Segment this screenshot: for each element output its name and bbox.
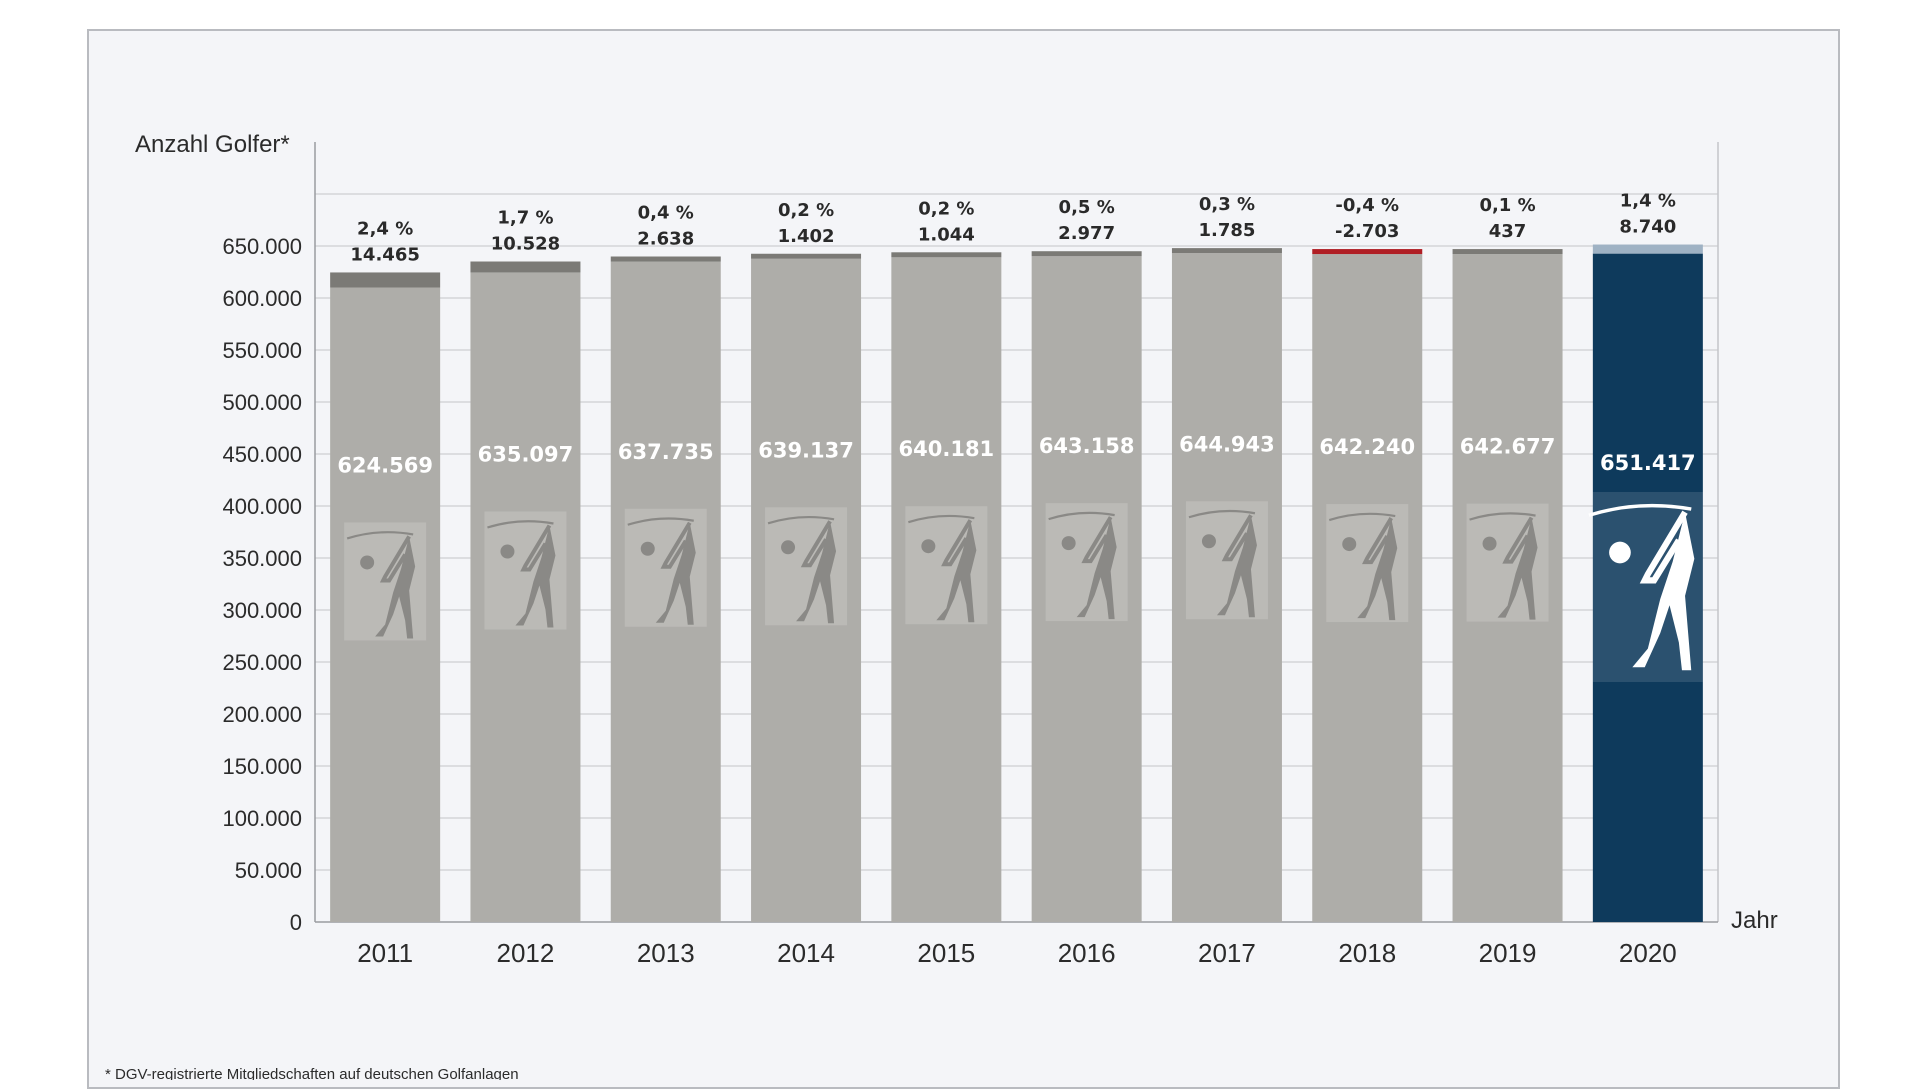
- y-tick-label: 200.000: [222, 702, 302, 727]
- x-tick-label: 2017: [1198, 938, 1256, 968]
- golfer-icon: [624, 508, 707, 627]
- golfer-icon: [1185, 501, 1268, 620]
- golfer-icon: [484, 511, 567, 630]
- bar-value-label: 624.569: [337, 453, 433, 477]
- change-value-label: 1.044: [918, 224, 975, 245]
- golfer-icon: [905, 506, 988, 625]
- bar-value-label: 642.240: [1319, 435, 1415, 459]
- x-tick-label: 2013: [637, 938, 695, 968]
- bar: [470, 272, 581, 922]
- y-tick-label: 550.000: [222, 338, 302, 363]
- bar: [891, 257, 1002, 923]
- y-tick-label: 250.000: [222, 650, 302, 675]
- x-tick-label: 2012: [497, 938, 555, 968]
- bar-value-label: 640.181: [899, 437, 995, 461]
- change-value-label: 1.402: [778, 226, 835, 247]
- bar-change-cap: [1171, 248, 1282, 254]
- bar-change-cap: [1031, 251, 1142, 257]
- x-tick-label: 2016: [1058, 938, 1116, 968]
- y-tick-label: 650.000: [222, 234, 302, 259]
- golfer-icon: [765, 507, 848, 626]
- percent-change-label: -0,4 %: [1335, 195, 1399, 216]
- percent-change-label: 0,2 %: [918, 198, 974, 219]
- bar-change-cap: [610, 256, 721, 262]
- y-tick-label: 50.000: [235, 858, 302, 883]
- bar: [1031, 256, 1142, 922]
- x-tick-label: 2014: [777, 938, 835, 968]
- percent-change-label: 1,4 %: [1620, 191, 1676, 212]
- bar: [751, 258, 862, 922]
- bar: [1312, 254, 1423, 922]
- percent-change-label: 1,7 %: [497, 207, 553, 228]
- y-tick-label: 300.000: [222, 598, 302, 623]
- footnote: * DGV-registrierte Mitgliedschaften auf …: [105, 1066, 519, 1080]
- change-value-label: 8.740: [1619, 217, 1676, 238]
- bar-value-label: 651.417: [1600, 451, 1696, 475]
- bar-value-label: 635.097: [478, 442, 574, 466]
- x-axis-title: Jahr: [1731, 907, 1778, 934]
- x-tick-label: 2018: [1338, 938, 1396, 968]
- change-value-label: 2.638: [637, 228, 694, 249]
- bar-value-label: 642.677: [1460, 435, 1556, 459]
- change-value-label: 1.785: [1198, 220, 1255, 241]
- bar: [1452, 254, 1563, 922]
- y-tick-label: 450.000: [222, 442, 302, 467]
- y-tick-label: 350.000: [222, 546, 302, 571]
- golfer-icon: [1466, 503, 1549, 622]
- golfer-icon: [1326, 504, 1409, 623]
- bar-change-cap: [1312, 249, 1423, 255]
- change-value-label: 437: [1489, 221, 1527, 242]
- percent-change-label: 0,1 %: [1479, 195, 1535, 216]
- bar-value-label: 639.137: [758, 438, 854, 462]
- bar-value-label: 643.158: [1039, 434, 1135, 458]
- change-value-label: 14.465: [350, 244, 419, 265]
- percent-change-label: 0,4 %: [638, 202, 694, 223]
- x-tick-label: 2011: [357, 938, 413, 968]
- x-tick-label: 2015: [917, 938, 975, 968]
- y-tick-label: 0: [290, 910, 302, 935]
- y-tick-label: 100.000: [222, 806, 302, 831]
- golfer-icon: [344, 522, 427, 641]
- y-tick-label: 600.000: [222, 286, 302, 311]
- percent-change-label: 0,2 %: [778, 200, 834, 221]
- bar-change-cap: [751, 253, 862, 259]
- percent-change-label: 2,4 %: [357, 218, 413, 239]
- bar-value-label: 644.943: [1179, 432, 1275, 456]
- x-tick-label: 2019: [1479, 938, 1537, 968]
- bar-change-cap: [1452, 249, 1563, 255]
- bar-change-cap: [1592, 244, 1703, 254]
- y-tick-label: 400.000: [222, 494, 302, 519]
- x-tick-label: 2020: [1619, 938, 1677, 968]
- change-value-label: 10.528: [491, 233, 560, 254]
- bar-change-cap: [330, 272, 441, 288]
- y-tick-label: 150.000: [222, 754, 302, 779]
- golfer-icon: [1045, 503, 1128, 622]
- change-value-label: 2.977: [1058, 223, 1115, 244]
- y-axis-title: Anzahl Golfer*: [135, 131, 290, 158]
- change-value-label: -2.703: [1335, 221, 1399, 242]
- bar: [330, 287, 441, 923]
- bar: [1171, 253, 1282, 923]
- bar-change-cap: [891, 252, 1002, 258]
- bar: [610, 261, 721, 922]
- golfer-icon: [1588, 492, 1703, 682]
- percent-change-label: 0,3 %: [1199, 194, 1255, 215]
- y-tick-label: 500.000: [222, 390, 302, 415]
- bar-value-label: 637.735: [618, 440, 714, 464]
- percent-change-label: 0,5 %: [1059, 197, 1115, 218]
- bar-change-cap: [470, 261, 581, 273]
